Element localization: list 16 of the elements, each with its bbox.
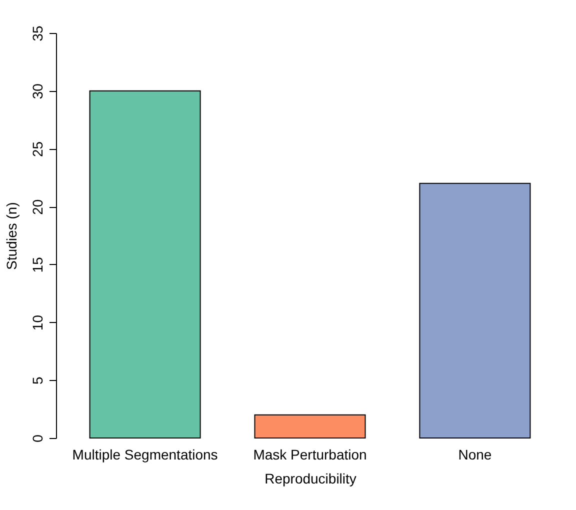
y-tick-label: 20 [30, 199, 46, 215]
y-axis-title: Studies (n) [4, 202, 20, 270]
bar [89, 90, 201, 438]
y-tick-label: 35 [30, 26, 46, 42]
y-tick-label: 0 [30, 434, 46, 442]
x-axis-title: Reproducibility [264, 470, 356, 486]
y-tick-label: 15 [30, 256, 46, 273]
bar [419, 182, 531, 438]
y-tick-label: 30 [30, 83, 46, 100]
bar [254, 414, 366, 438]
y-tick-label: 10 [30, 314, 46, 331]
y-tick-label: 5 [30, 376, 46, 385]
x-tick-label: Mask Perturbation [253, 446, 367, 462]
y-tick-label: 25 [30, 141, 46, 158]
x-tick-label: Multiple Segmentations [72, 446, 218, 462]
x-tick-label: None [458, 446, 492, 462]
